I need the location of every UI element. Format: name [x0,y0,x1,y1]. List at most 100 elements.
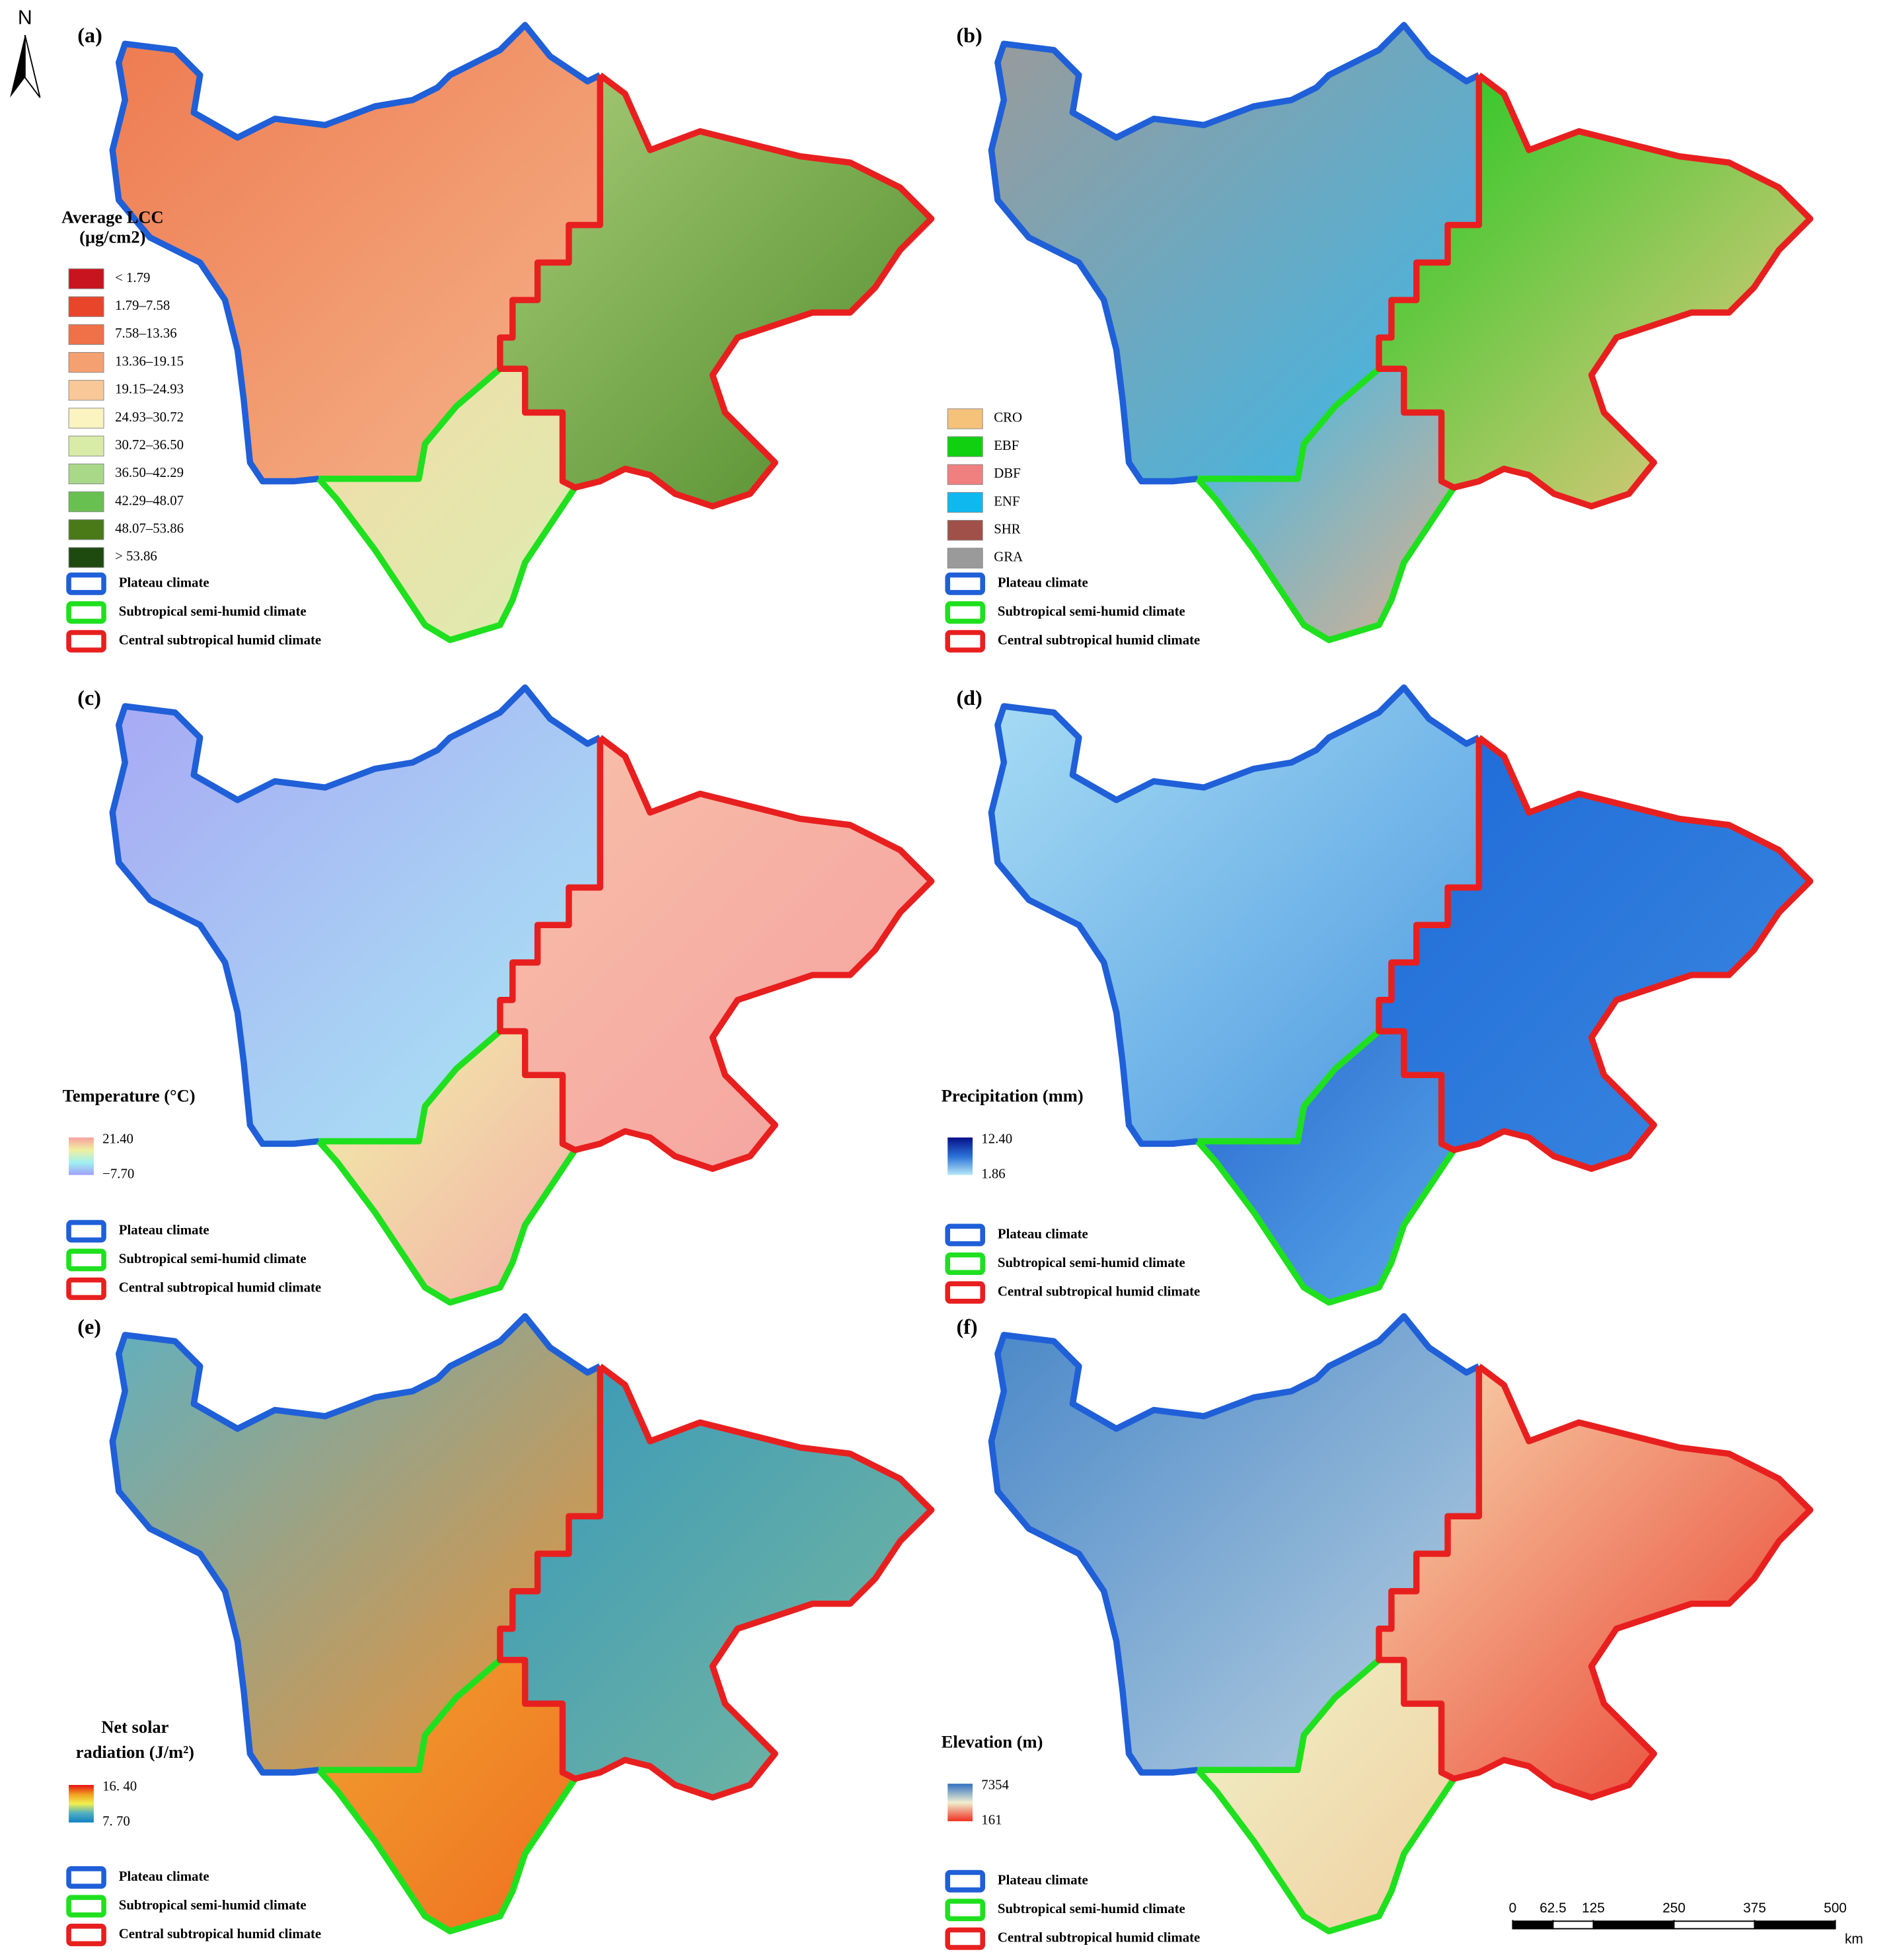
panel-label: (b) [956,23,982,47]
scale-segment [1592,1920,1675,1930]
climate-swatch [66,630,106,653]
ramp-min: 7. 70 [102,1813,130,1829]
plateau-border [318,1029,502,1145]
ramp-max: 12.40 [981,1130,1012,1146]
climate-swatch [945,1223,985,1247]
legend-label: < 1.79 [115,270,150,285]
semi-humid-region [318,1659,575,1932]
humid-border [1376,1363,1814,1801]
semi-humid-region [318,369,575,640]
legend-label: 48.07–53.86 [115,521,184,536]
scale-label: 500 [1824,1901,1847,1916]
legend-label: DBF [994,465,1020,481]
climate-label: Plateau climate [119,1868,209,1884]
semi-humid-region [1197,1031,1454,1303]
climate-swatch [945,1927,985,1950]
plateau-border [988,22,1481,485]
legend-label: 24.93–30.72 [115,409,184,425]
legend-label: 7.58–13.36 [115,325,177,341]
color-ramp [69,1785,94,1823]
legend-swatch [947,548,983,569]
legend-swatch [68,408,104,429]
humid-border [497,72,935,510]
scale-label: 250 [1662,1901,1685,1916]
climate-swatch [66,572,106,595]
legend-label: 42.29–48.07 [115,492,184,508]
climate-label: Central subtropical humid climate [119,1280,321,1295]
semi-humid-border [1195,1139,1457,1306]
legend-label: SHR [994,521,1021,536]
north-arrow [24,34,41,98]
ramp-min: 1.86 [981,1165,1005,1181]
legend-swatch [68,491,104,513]
plateau-border [988,684,1481,1147]
legend-label: EBF [994,437,1019,453]
legend-label: CRO [994,410,1022,425]
legend-title: (μg/cm2) [79,227,145,247]
panel-label: (f) [956,1315,977,1338]
climate-label: Plateau climate [998,574,1088,590]
semi-humid-border [316,1768,578,1935]
climate-swatch [66,1866,106,1889]
ramp-min: 161 [981,1812,1002,1828]
climate-label: Subtropical semi-humid climate [119,603,307,619]
legend-swatch [947,491,983,513]
humid-border [1376,735,1814,1172]
climate-swatch [945,1899,985,1922]
legend-swatch [68,268,104,289]
north-label: N [18,7,32,28]
climate-label: Subtropical semi-humid climate [119,1251,307,1266]
legend-swatch [68,324,104,345]
semi-humid-region [318,1031,575,1303]
climate-label: Central subtropical humid climate [119,1926,321,1942]
climate-label: Subtropical semi-humid climate [998,603,1185,619]
semi-humid-border [1195,1768,1457,1935]
legend-title: Net solar [101,1717,168,1737]
plateau-border [988,1313,1481,1776]
climate-swatch [945,1252,985,1276]
climate-swatch [66,1277,106,1300]
plateau-border [109,1313,602,1776]
scale-segment [1512,1920,1554,1930]
scale-segment [1673,1920,1756,1930]
ramp-min: −7.70 [102,1165,134,1181]
legend-label: 36.50–42.29 [115,464,184,480]
legend-label: 1.79–7.58 [115,297,170,313]
scale-unit: km [1845,1932,1863,1947]
legend-title: Temperature (°C) [63,1085,196,1105]
climate-swatch [66,1219,106,1243]
climate-swatch [945,1281,985,1304]
humid-border [497,735,935,1172]
plateau-border [1197,1029,1382,1145]
scale-segment [1552,1920,1594,1930]
semi-humid-region [1197,1659,1454,1932]
climate-label: Plateau climate [119,574,209,590]
climate-label: Subtropical semi-humid climate [119,1897,307,1912]
map-panel: (a) Average LCC(μg/cm2) < 1.79 1.79–7.58 7.5… [61,22,935,653]
climate-swatch [945,572,985,595]
scale-label: 125 [1582,1901,1605,1916]
plateau-border [1197,1657,1382,1774]
panel-label: (e) [77,1315,101,1338]
humid-region [1379,75,1810,507]
legend-swatch [68,380,104,401]
legend-label: > 53.86 [115,548,157,564]
humid-region [500,737,932,1169]
ramp-max: 7354 [981,1777,1009,1793]
humid-region [500,1366,932,1797]
climate-label: Plateau climate [998,1225,1088,1241]
climate-swatch [945,630,985,653]
legend-swatch [947,520,983,541]
plateau-border [318,366,502,482]
legend-label: ENF [994,493,1019,509]
climate-swatch [66,1249,106,1272]
climate-swatch [66,1924,106,1947]
climate-label: Central subtropical humid climate [119,632,321,648]
scale-label: 0 [1509,1901,1517,1916]
color-ramp [947,1137,973,1175]
scale-segment [1754,1920,1836,1930]
panel-label: (a) [77,23,102,47]
plateau-border [318,1657,502,1774]
climate-swatch [945,601,985,624]
